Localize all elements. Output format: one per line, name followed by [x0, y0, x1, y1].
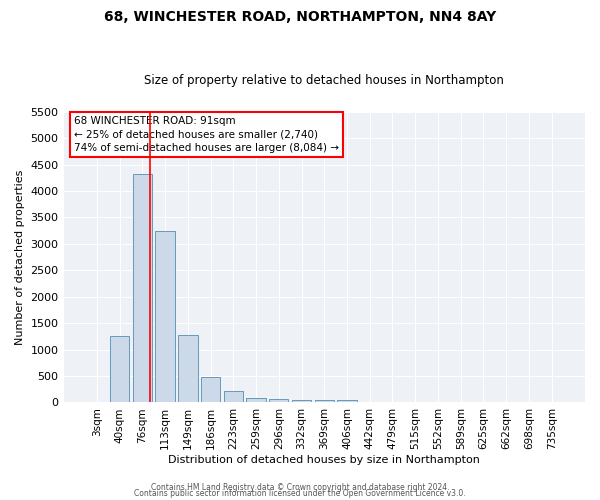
Bar: [133, 174, 152, 402]
Bar: [269, 400, 289, 402]
Bar: [247, 398, 266, 402]
Bar: [337, 400, 356, 402]
Text: Contains HM Land Registry data © Crown copyright and database right 2024.: Contains HM Land Registry data © Crown c…: [151, 484, 449, 492]
Text: Contains public sector information licensed under the Open Government Licence v3: Contains public sector information licen…: [134, 490, 466, 498]
Bar: [292, 400, 311, 402]
Bar: [201, 376, 220, 402]
Text: 68 WINCHESTER ROAD: 91sqm
← 25% of detached houses are smaller (2,740)
74% of se: 68 WINCHESTER ROAD: 91sqm ← 25% of detac…: [74, 116, 339, 152]
Bar: [155, 230, 175, 402]
Bar: [224, 391, 243, 402]
Y-axis label: Number of detached properties: Number of detached properties: [15, 170, 25, 345]
X-axis label: Distribution of detached houses by size in Northampton: Distribution of detached houses by size …: [169, 455, 480, 465]
Bar: [314, 400, 334, 402]
Title: Size of property relative to detached houses in Northampton: Size of property relative to detached ho…: [145, 74, 504, 87]
Bar: [178, 335, 197, 402]
Text: 68, WINCHESTER ROAD, NORTHAMPTON, NN4 8AY: 68, WINCHESTER ROAD, NORTHAMPTON, NN4 8A…: [104, 10, 496, 24]
Bar: [110, 336, 130, 402]
